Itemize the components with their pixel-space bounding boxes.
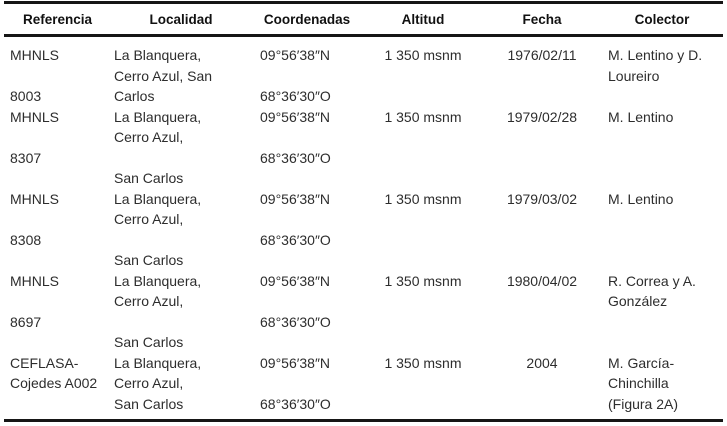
table-row: CEFLASA- Cojedes A002 La Blanquera, Cerr…: [4, 353, 723, 421]
cell-referencia: CEFLASA- Cojedes A002: [10, 354, 98, 392]
cell-altitud: 1 350 msnm: [384, 108, 462, 125]
cell-referencia: MHNLS 8308: [10, 190, 60, 248]
cell-localidad: La Blanquera, Cerro Azul, San Carlos: [114, 190, 202, 269]
column-header-localidad: Localidad: [111, 2, 251, 37]
table-header: Referencia Localidad Coordenadas Altitud…: [4, 2, 723, 37]
column-header-coordenadas: Coordenadas: [251, 2, 363, 37]
cell-coordenadas: 09°56′38″N 68°36′30″O: [260, 47, 331, 104]
column-header-referencia: Referencia: [4, 2, 111, 37]
cell-localidad: La Blanquera, Cerro Azul, San Carlos: [114, 354, 202, 412]
column-header-altitud: Altitud: [363, 2, 483, 37]
cell-fecha: 1976/02/11: [507, 47, 577, 63]
cell-localidad: La Blanquera, Cerro Azul, San Carlos: [114, 108, 202, 187]
cell-colector: M. García- Chinchilla (Figura 2A): [608, 354, 679, 412]
cell-fecha: 1979/03/02: [506, 190, 578, 207]
table-row: MHNLS 8003 La Blanquera, Cerro Azul, San…: [4, 36, 723, 107]
table-row: MHNLS 8308 La Blanquera, Cerro Azul, San…: [4, 189, 723, 271]
specimen-records-table: Referencia Localidad Coordenadas Altitud…: [4, 1, 723, 422]
cell-referencia: MHNLS 8003: [10, 47, 60, 104]
cell-colector: R. Correa y A. González: [608, 272, 696, 310]
cell-referencia: MHNLS 8307: [10, 108, 60, 166]
cell-coordenadas: 09°56′38″N 68°36′30″O: [260, 354, 331, 412]
cell-coordenadas: 09°56′38″N 68°36′30″O: [260, 108, 331, 166]
column-header-colector: Colector: [601, 2, 723, 37]
cell-localidad: La Blanquera, Cerro Azul, San Carlos: [114, 272, 202, 351]
cell-colector: M. Lentino: [608, 190, 674, 207]
cell-localidad: La Blanquera, Cerro Azul, San Carlos: [114, 47, 213, 104]
cell-referencia: MHNLS 8697: [10, 272, 60, 330]
cell-altitud: 1 350 msnm: [384, 272, 462, 289]
cell-coordenadas: 09°56′38″N 68°36′30″O: [260, 190, 331, 248]
cell-fecha: 2004: [526, 354, 558, 371]
table-row: MHNLS 8697 La Blanquera, Cerro Azul, San…: [4, 271, 723, 353]
cell-altitud: 1 350 msnm: [384, 190, 462, 207]
cell-altitud: 1 350 msnm: [384, 47, 462, 63]
cell-colector: M. Lentino: [608, 108, 674, 125]
header-row: Referencia Localidad Coordenadas Altitud…: [4, 2, 723, 37]
table-row: MHNLS 8307 La Blanquera, Cerro Azul, San…: [4, 107, 723, 189]
cell-colector: M. Lentino y D. Loureiro: [608, 47, 703, 84]
cell-coordenadas: 09°56′38″N 68°36′30″O: [260, 272, 331, 330]
column-header-fecha: Fecha: [483, 2, 601, 37]
cell-fecha: 1979/02/28: [506, 108, 578, 125]
table-body: MHNLS 8003 La Blanquera, Cerro Azul, San…: [4, 36, 723, 421]
cell-fecha: 1980/04/02: [506, 272, 578, 289]
cell-altitud: 1 350 msnm: [384, 354, 462, 371]
